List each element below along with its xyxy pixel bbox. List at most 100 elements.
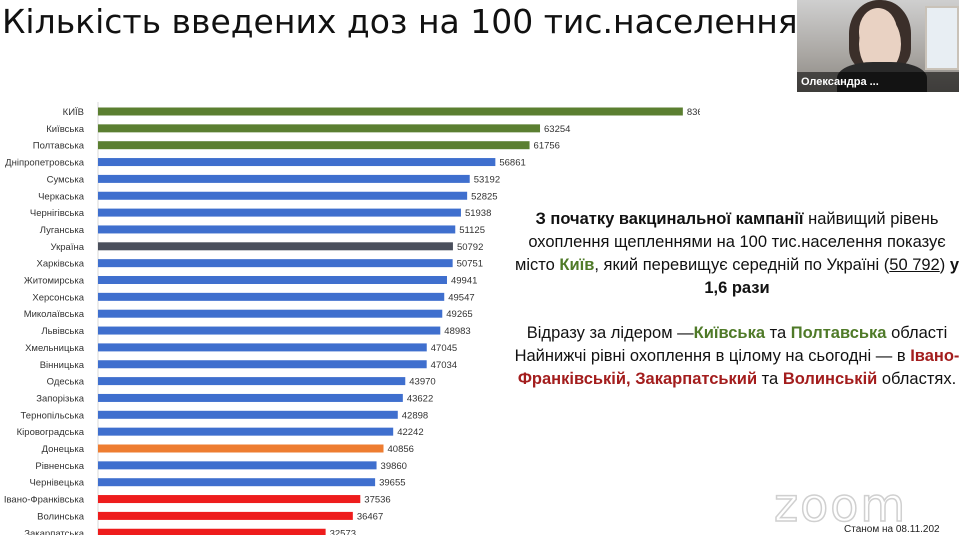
category-label: Кіровоградська <box>17 427 85 438</box>
category-label: Львівська <box>41 326 84 337</box>
highlight-kyivska: Київська <box>693 324 765 342</box>
value-label: 50751 <box>457 259 483 270</box>
highlight-ratio: у 1,6 рази <box>704 256 959 297</box>
commentary-text-span: Найнижчі рівні охоплення в цілому на сьо… <box>514 347 911 365</box>
category-label: Чернівецька <box>29 478 84 489</box>
value-label: 61756 <box>534 141 560 152</box>
value-label: 42898 <box>402 410 428 421</box>
value-label: 63254 <box>544 124 570 135</box>
highlight-average: 50 792 <box>889 256 940 274</box>
commentary-paragraph-2: Відразу за лідером —Київська та Полтавсь… <box>512 322 959 345</box>
bar <box>98 292 445 301</box>
category-label: Запорізька <box>36 393 85 404</box>
bar <box>98 343 427 352</box>
value-label: 53192 <box>474 174 500 185</box>
bar <box>98 393 403 402</box>
bar <box>98 242 453 251</box>
value-label: 40856 <box>388 444 414 455</box>
category-label: Сумська <box>47 174 85 185</box>
value-label: 48983 <box>444 326 470 337</box>
value-label: 43970 <box>409 377 435 388</box>
category-label: КИЇВ <box>63 107 84 118</box>
value-label: 49265 <box>446 309 472 320</box>
bar <box>98 124 541 133</box>
category-label: Чернігівська <box>30 208 85 219</box>
bar <box>98 360 427 369</box>
bar <box>98 276 447 284</box>
value-label: 37536 <box>364 495 390 506</box>
highlight-kyiv: Київ <box>559 256 595 274</box>
value-label: 52825 <box>471 191 497 202</box>
bar <box>98 174 470 183</box>
category-label: Дніпропетровська <box>5 158 85 169</box>
value-label: 51125 <box>459 225 485 236</box>
value-label: 47034 <box>431 360 457 371</box>
category-label: Херсонська <box>32 292 84 303</box>
zoom-watermark-logo: zoom <box>773 478 908 532</box>
category-label: Житомирська <box>24 276 85 287</box>
value-label: 36467 <box>357 511 383 522</box>
bar <box>98 528 326 535</box>
slide-title: Кількість введених доз на 100 тис.населе… <box>2 2 798 41</box>
bar <box>98 461 377 470</box>
bar <box>98 259 453 268</box>
category-label: Вінницька <box>40 360 85 371</box>
category-label: Волинська <box>37 511 85 522</box>
commentary-text-span: , який перевищує середній по Україні ( <box>594 256 890 274</box>
participant-video-tile[interactable]: Олександра ... <box>797 0 959 92</box>
commentary-paragraph-1: З початку вакцинальної кампанії найвищий… <box>512 208 959 300</box>
commentary-bold-intro: З початку вакцинальної кампанії <box>535 210 804 228</box>
highlight-lowest-regions: Івано-Франківській, Закарпатський <box>517 347 959 388</box>
commentary-text-span: та <box>765 324 791 342</box>
category-label: Черкаська <box>38 191 85 202</box>
value-label: 42242 <box>397 427 423 438</box>
value-label: 47045 <box>431 343 457 354</box>
category-label: Закарпатська <box>24 528 84 535</box>
category-label: Рівненська <box>35 461 84 472</box>
bar <box>98 225 456 234</box>
participant-name-bar <box>797 72 959 92</box>
highlight-poltavska: Полтавська <box>790 324 887 342</box>
value-label: 39860 <box>381 461 407 472</box>
value-label: 83692 <box>687 107 700 118</box>
doses-bar-chart: КИЇВ 83692 Київська 63254 Полтавська 61756 Дні… <box>4 102 700 535</box>
bar <box>98 208 461 217</box>
background-window <box>925 6 959 70</box>
bar <box>98 495 361 504</box>
bar <box>98 326 441 335</box>
category-label: Івано-Франківська <box>4 495 85 506</box>
category-label: Полтавська <box>33 141 85 152</box>
category-label: Харківська <box>37 259 85 270</box>
bar <box>98 478 376 487</box>
commentary-paragraph-3: Найнижчі рівні охоплення в цілому на сьо… <box>512 345 959 391</box>
category-label: Київська <box>46 124 84 135</box>
value-label: 56861 <box>499 158 525 169</box>
bar <box>98 410 398 419</box>
participant-name: Олександра ... <box>801 76 879 88</box>
bar <box>98 511 353 520</box>
bar <box>98 141 530 150</box>
commentary-text-span: областях. <box>877 370 957 388</box>
commentary-text-span: області <box>886 324 948 342</box>
value-label: 39655 <box>379 478 405 489</box>
bar <box>98 309 443 318</box>
commentary-text-span: та <box>757 370 783 388</box>
bar <box>98 377 406 386</box>
commentary-text-span: Відразу за лідером — <box>526 324 694 342</box>
participant-face <box>859 8 897 54</box>
value-label: 50792 <box>457 242 483 253</box>
value-label: 49941 <box>451 276 477 287</box>
date-note: Станом на 08.11.202 <box>844 524 940 535</box>
category-label: Одеська <box>47 377 85 388</box>
category-label: Україна <box>50 242 84 253</box>
bar <box>98 107 683 116</box>
commentary-text-span: ) <box>939 256 950 274</box>
value-label: 49547 <box>448 292 474 303</box>
value-label: 51938 <box>465 208 491 219</box>
bar <box>98 191 468 200</box>
bar <box>98 444 384 453</box>
bar <box>98 427 394 436</box>
value-label: 43622 <box>407 393 433 404</box>
commentary-text: З початку вакцинальної кампанії найвищий… <box>512 208 959 391</box>
highlight-volynska: Волинській <box>782 370 878 388</box>
